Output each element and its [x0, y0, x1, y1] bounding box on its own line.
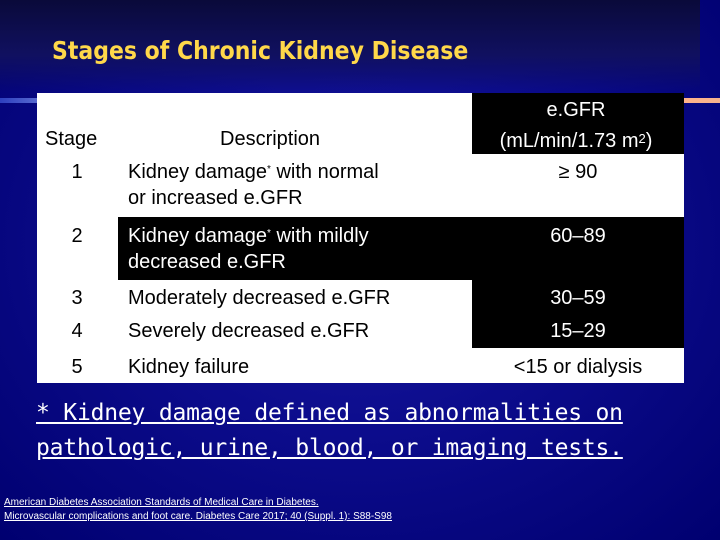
row-1-asterisk: * [266, 164, 271, 175]
row-1-stage: 1 [71, 161, 83, 183]
header-egfr-unit-prefix: (mL/min/1.73 m [499, 130, 639, 152]
row-3-stage: 3 [71, 287, 83, 309]
shade-egfr-header [472, 93, 684, 154]
row-5-stage: 5 [71, 356, 83, 378]
row-2-desc-b: with mildly [270, 225, 369, 247]
row-1-desc-a: Kidney damage [128, 161, 267, 183]
ckd-stages-table: Stage Description e.GFR (mL/min/1.73 m2)… [37, 93, 684, 383]
row-1-desc-b: with normal [270, 161, 379, 183]
row-2-desc-c: decreased e.GFR [128, 251, 286, 273]
header-egfr-line1: e.GFR [546, 99, 606, 121]
row-1-egfr: ≥ 90 [558, 161, 598, 183]
row-2-asterisk: * [266, 228, 271, 239]
footnote-line-1: * Kidney damage defined as abnormalities… [36, 400, 623, 426]
row-1-desc-c: or increased e.GFR [128, 187, 303, 209]
row-5-egfr: <15 or dialysis [513, 356, 643, 378]
row-2-description: Kidney damage* with mildly decreased e.G… [128, 223, 458, 275]
row-2-stage: 2 [71, 225, 83, 247]
row-2-egfr: 60–89 [550, 225, 606, 247]
row-4-stage: 4 [71, 320, 83, 342]
header-egfr-unit-suffix: ) [645, 130, 653, 152]
row-1-description: Kidney damage* with normal or increased … [128, 159, 458, 211]
row-3-egfr: 30–59 [550, 287, 606, 309]
row-4-egfr: 15–29 [550, 320, 606, 342]
shade-row-2 [118, 217, 684, 280]
title-rule-left [0, 98, 40, 103]
shade-row-4 [472, 315, 684, 348]
footnote: * Kidney damage defined as abnormalities… [36, 396, 706, 466]
header-egfr: e.GFR (mL/min/1.73 m2) [471, 95, 681, 157]
row-3-description: Moderately decreased e.GFR [128, 287, 391, 309]
citation-line-1[interactable]: American Diabetes Association Standards … [4, 497, 319, 508]
header-stage: Stage [45, 128, 98, 150]
header-description: Description [220, 128, 321, 150]
row-2-desc-a: Kidney damage [128, 225, 267, 247]
slide-title: Stages of Chronic Kidney Disease [52, 36, 469, 65]
title-rule-right [684, 98, 720, 103]
row-5-description: Kidney failure [128, 356, 250, 378]
header-egfr-unit-sup: 2 [638, 131, 646, 146]
citation[interactable]: American Diabetes Association Standards … [4, 496, 564, 524]
row-4-description: Severely decreased e.GFR [128, 320, 370, 342]
footnote-line-2: pathologic, urine, blood, or imaging tes… [36, 435, 623, 461]
citation-line-2[interactable]: Microvascular complications and foot car… [4, 511, 392, 522]
title-band [0, 0, 700, 92]
shade-row-3 [472, 280, 684, 315]
